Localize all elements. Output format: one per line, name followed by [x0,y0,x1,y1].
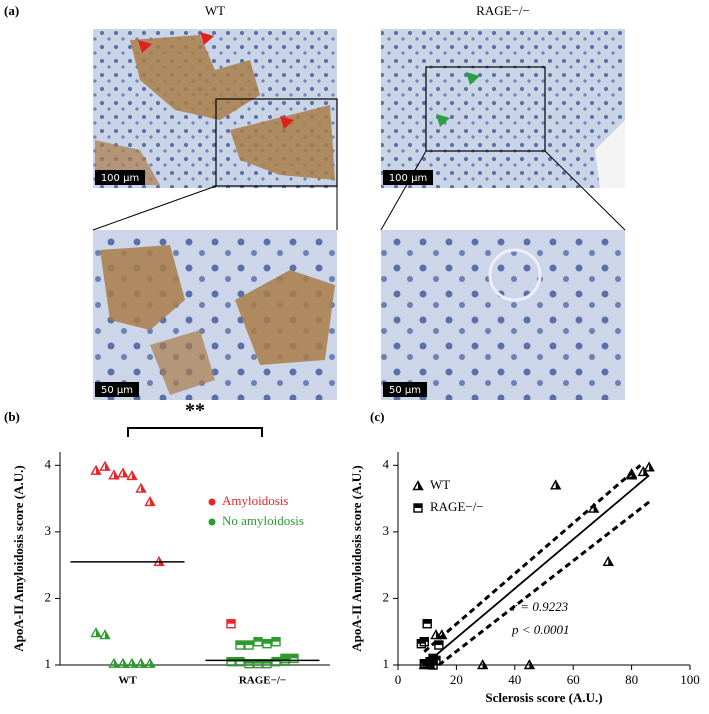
point-half [272,637,280,642]
point-half [429,661,438,665]
scale-bar: 50 µm [389,385,421,396]
point-half [105,462,110,471]
point-half [555,480,561,489]
point-half [141,484,146,493]
legend-marker-half [414,504,422,508]
y-tick-label: 3 [383,523,390,538]
legend-label: No amyloidosis [222,513,304,528]
annotation: p < 0.0001 [511,622,570,637]
legend-marker [208,498,216,506]
legend-label: Amyloidosis [222,493,288,508]
y-tick-label: 3 [45,523,52,538]
micrograph-rage-zoom [381,230,625,400]
y-tick-label: 4 [383,456,390,471]
point-half [290,654,298,659]
point-half [431,656,440,661]
x-axis-label: Sclerosis score (A.U.) [485,690,602,705]
point-half [529,660,534,669]
point-half [423,619,432,624]
y-axis-label: ApoA-II Amyloidosis score (A.U.) [11,465,26,651]
legend-marker-half [418,481,423,490]
y-axis-label: ApoA-II Amyloidosis score (A.U.) [349,465,364,651]
fit-line [423,464,642,653]
annotation: r = 0.9223 [512,599,569,614]
point-half [114,470,119,479]
point-half [608,557,613,566]
significance-bracket [127,427,263,437]
point-half [245,659,253,664]
point-half [105,630,110,639]
point-half [245,641,253,646]
point-half [227,619,235,624]
y-tick-label: 2 [383,589,390,604]
point-half [263,659,271,664]
scale-bar: 100 µm [101,173,139,184]
y-tick-label: 2 [45,589,52,604]
point-half [123,659,128,668]
legend-label: WT [430,477,450,492]
x-tick-label: 20 [450,672,463,687]
panel-label: (c) [370,409,384,424]
column-title: RAGE−/− [476,3,530,18]
point-half [96,466,101,475]
point-half [254,659,262,664]
point-half [263,639,271,644]
point-half [649,462,654,471]
point-half [254,637,262,642]
micrograph-wt-zoom [93,230,337,400]
legend-label: RAGE−/− [430,499,484,514]
micrograph-rage [381,29,625,188]
x-tick-label: RAGE−/− [239,675,286,687]
point-half [132,471,137,480]
legend-marker [208,518,216,526]
point-half [114,659,119,668]
point-half [141,659,146,668]
y-tick-label: 4 [45,456,52,471]
point-half [236,641,244,646]
point-half [643,467,648,476]
point-half [150,659,155,668]
point-half [96,628,101,637]
point-half [482,660,488,669]
x-tick-label: 100 [680,672,700,687]
point-half [123,468,128,477]
scale-bar: 50 µm [101,385,133,396]
x-tick-label: 60 [567,672,580,687]
y-tick-label: 1 [45,656,52,671]
y-tick-label: 1 [383,656,390,671]
zoom-lines [92,150,626,231]
x-tick-label: WT [118,675,137,687]
point-half [132,659,137,668]
fit-line [437,500,651,667]
point-half [435,630,441,639]
column-title: WT [205,3,225,18]
point-half [150,497,155,506]
panel-label: (b) [4,409,20,424]
fit-line [423,474,650,666]
panel-label: (a) [4,3,19,18]
x-tick-label: 40 [508,672,521,687]
x-tick-label: 80 [625,672,638,687]
point-half [417,639,426,644]
scale-bar: 100 µm [389,173,427,184]
point-half [434,641,443,646]
x-tick-label: 0 [395,672,402,687]
significance: ** [185,400,205,422]
micrograph-wt [93,29,338,188]
point-half [281,656,289,661]
